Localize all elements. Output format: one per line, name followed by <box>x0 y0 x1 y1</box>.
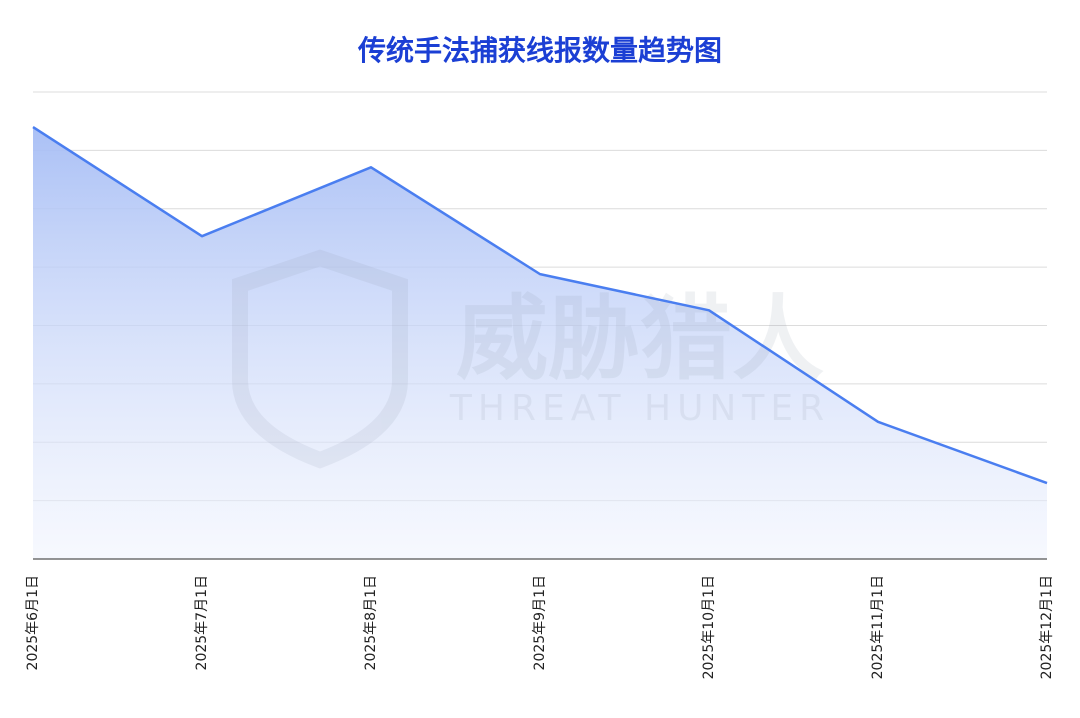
watermark-text: THREAT HUNTER <box>449 388 830 429</box>
x-tick-label: 2025年8月1日 <box>363 575 379 670</box>
x-tick-label: 2025年9月1日 <box>532 575 548 670</box>
x-tick-label: 2025年10月1日 <box>701 575 717 679</box>
x-tick-label: 2025年12月1日 <box>1039 575 1055 679</box>
line <box>32 125 1048 485</box>
chart-title: 传统手法捕获线报数量趋势图 <box>357 34 722 67</box>
watermark-text: 威胁猎人 <box>456 285 824 392</box>
x-tick-label: 2025年6月1日 <box>25 575 41 670</box>
area-fill <box>33 127 1047 560</box>
x-tick-label: 2025年7月1日 <box>194 575 210 670</box>
x-tick-label: 2025年11月1日 <box>870 575 886 679</box>
watermark: 威胁猎人 THREAT HUNTER <box>232 249 830 469</box>
